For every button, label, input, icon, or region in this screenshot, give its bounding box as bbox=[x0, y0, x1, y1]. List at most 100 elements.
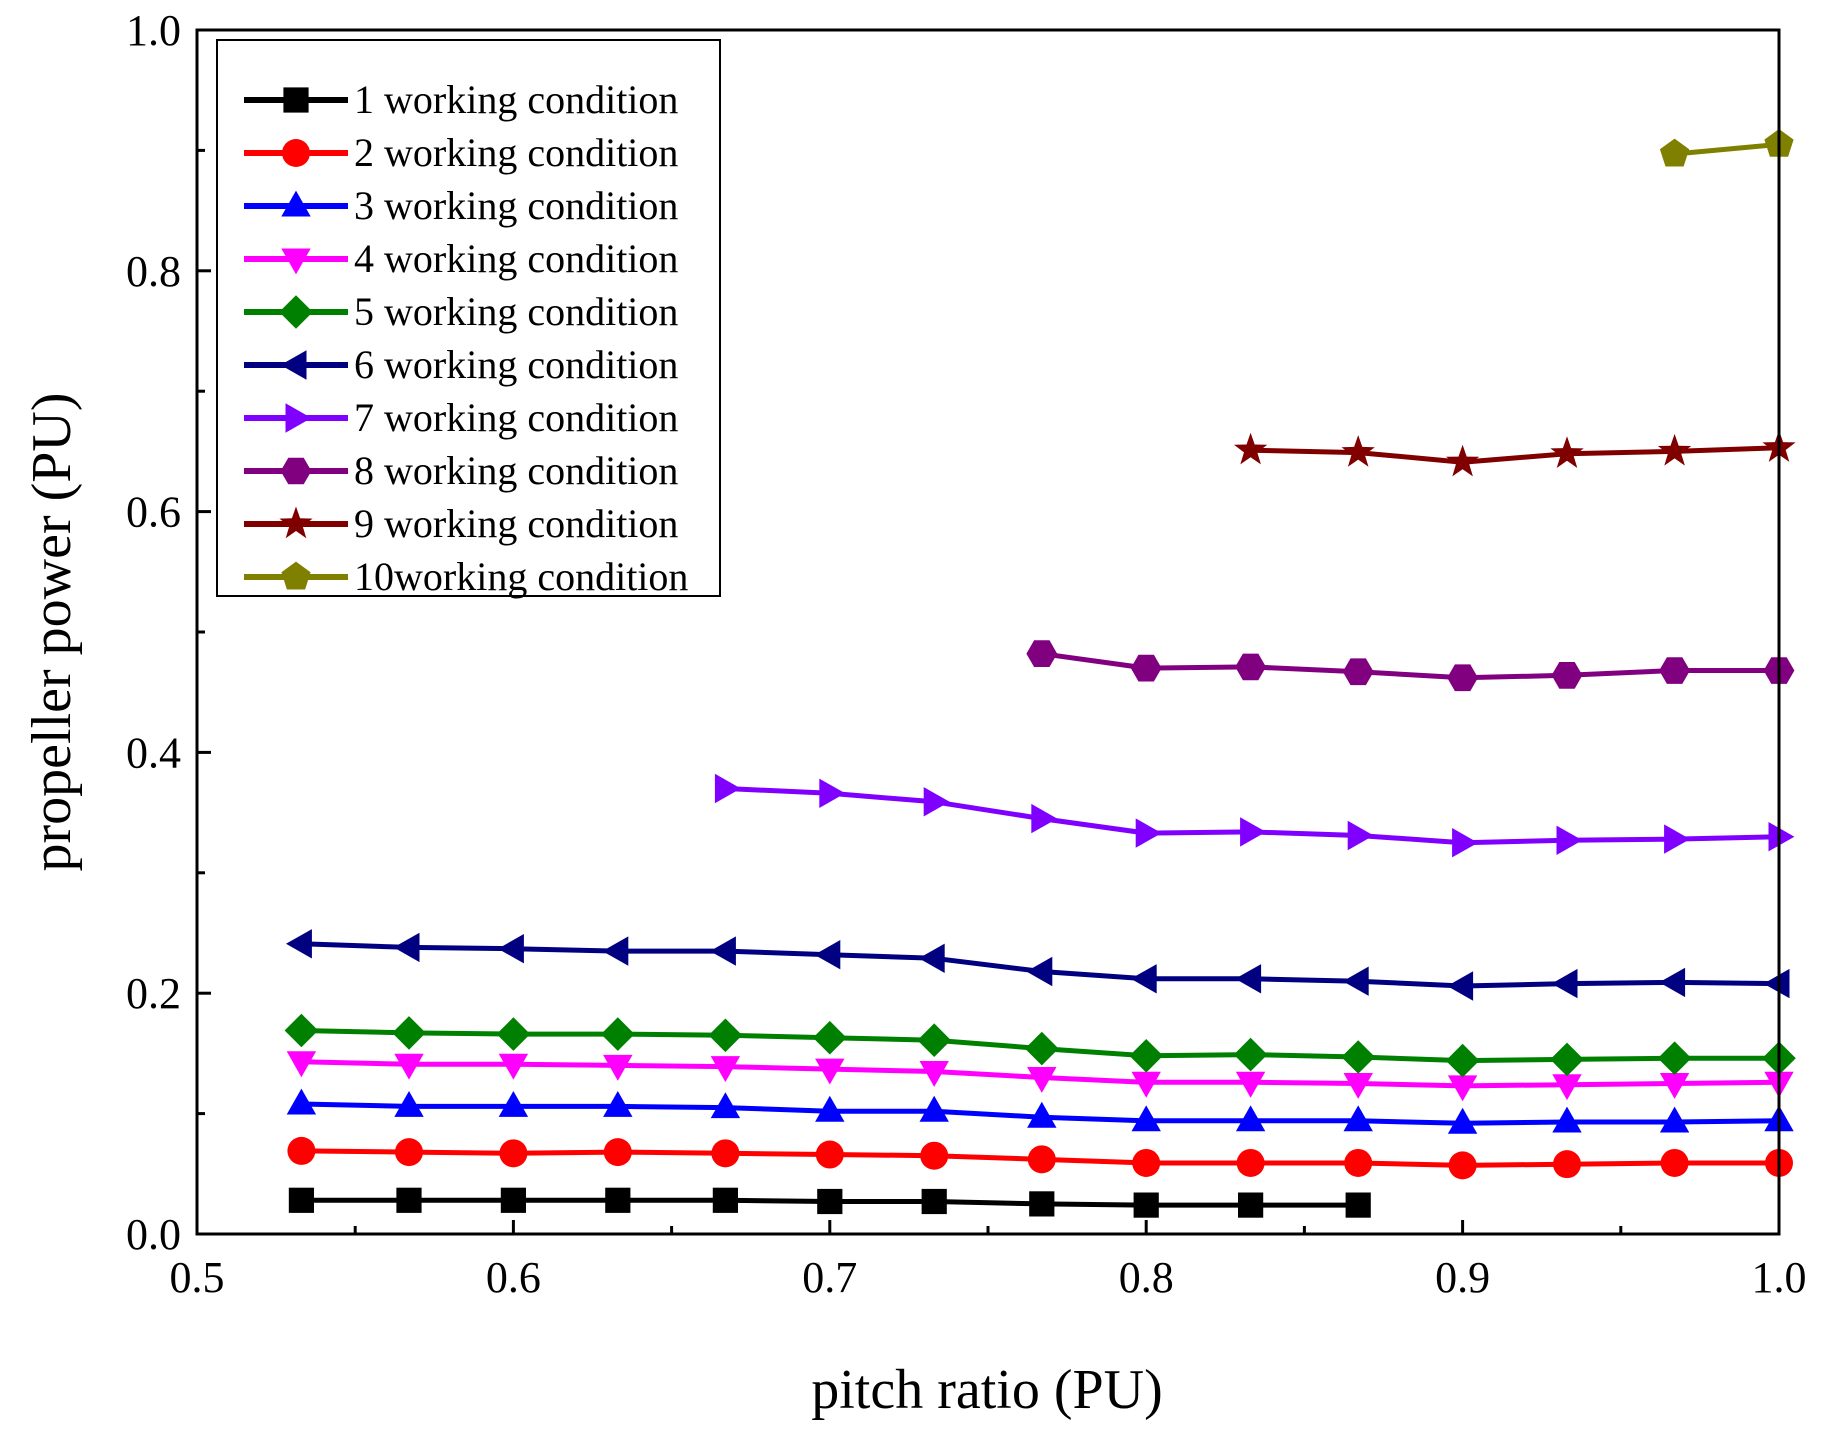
series-7-point bbox=[1664, 824, 1690, 854]
series-1-point bbox=[1029, 1191, 1055, 1217]
series-3-point bbox=[603, 1091, 633, 1117]
series-2-point bbox=[1132, 1148, 1161, 1177]
series-7-point bbox=[1135, 818, 1162, 848]
series-6-point bbox=[602, 936, 629, 966]
series-9-point bbox=[1550, 436, 1584, 468]
x-tick-label: 0.5 bbox=[170, 1253, 225, 1302]
series-7-point bbox=[1347, 820, 1374, 851]
series-1-point bbox=[605, 1187, 631, 1213]
legend-label: 7 working condition bbox=[354, 395, 678, 440]
series-6-point bbox=[1342, 966, 1369, 996]
series-1-point bbox=[288, 1187, 315, 1213]
series-4-point bbox=[286, 1051, 317, 1078]
legend-item: 9 working condition bbox=[244, 501, 678, 546]
legend-item: 2 working condition bbox=[244, 130, 678, 175]
series-2-point bbox=[1660, 1148, 1689, 1177]
series-6-point bbox=[814, 940, 841, 970]
series-4-point bbox=[603, 1054, 633, 1081]
legend-label: 10working condition bbox=[354, 554, 688, 599]
series-3-point bbox=[394, 1091, 424, 1117]
series-9-point bbox=[1341, 435, 1375, 467]
series-3-point bbox=[710, 1092, 741, 1119]
series-4-point bbox=[498, 1053, 529, 1080]
series-2-point bbox=[1344, 1148, 1373, 1177]
series-2 bbox=[287, 1136, 1793, 1180]
series-7-point bbox=[923, 787, 950, 817]
legend-item: 4 working condition bbox=[244, 236, 678, 281]
series-3-point bbox=[815, 1095, 845, 1122]
series-3-point bbox=[498, 1091, 529, 1117]
series-7-point bbox=[1452, 828, 1478, 858]
series-4-point bbox=[1235, 1071, 1266, 1098]
series-5-point bbox=[601, 1017, 635, 1051]
series-3-point bbox=[1343, 1105, 1373, 1132]
x-tick-label: 0.8 bbox=[1119, 1253, 1174, 1302]
series-2-point bbox=[394, 1138, 423, 1167]
series-4-point bbox=[1447, 1075, 1478, 1102]
series-6-point bbox=[498, 934, 524, 964]
legend-marker bbox=[280, 457, 312, 485]
series-5-point bbox=[1445, 1043, 1480, 1078]
axis-ticks bbox=[195, 28, 1781, 1236]
series-3-point bbox=[1027, 1101, 1057, 1128]
series-3-point bbox=[1552, 1106, 1582, 1133]
series-5-point bbox=[1657, 1041, 1692, 1075]
y-tick-label: 0.2 bbox=[126, 969, 181, 1018]
series-1-point bbox=[712, 1187, 738, 1213]
series-6-point bbox=[1026, 956, 1053, 987]
series-1-point bbox=[396, 1187, 422, 1213]
series-5-point bbox=[496, 1017, 531, 1051]
axis-tick-labels: 0.5 0.6 0.7 0.8 0.9 1.0 0.0 0.2 0.4 0.6 0.8 1.0 bbox=[126, 6, 1807, 1302]
legend: 1 working condition 2 working condition 3 … bbox=[216, 39, 721, 599]
legend-marker bbox=[285, 403, 312, 433]
legend-item: 8 working condition bbox=[244, 448, 678, 493]
legend-label: 2 working condition bbox=[354, 130, 678, 175]
x-tick-label: 0.6 bbox=[486, 1253, 541, 1302]
series-2-point bbox=[499, 1139, 528, 1168]
legend-label: 5 working condition bbox=[354, 289, 678, 334]
legend-marker bbox=[282, 139, 310, 167]
series-5-point bbox=[813, 1020, 847, 1055]
legend-items: 1 working condition 2 working condition 3 … bbox=[244, 77, 688, 599]
series-3-point bbox=[286, 1088, 317, 1115]
series-6-point bbox=[1130, 964, 1157, 994]
series-6-point bbox=[1235, 964, 1262, 994]
series-7-point bbox=[1031, 803, 1058, 834]
series-3-point bbox=[1131, 1105, 1161, 1132]
y-tick-label: 1.0 bbox=[126, 6, 181, 55]
series-7-point bbox=[1768, 822, 1795, 852]
series-6-point bbox=[1659, 967, 1686, 998]
legend-label: 3 working condition bbox=[354, 183, 678, 228]
series-1 bbox=[288, 1187, 1371, 1218]
series-3-point bbox=[919, 1095, 949, 1122]
legend-label: 9 working condition bbox=[354, 501, 678, 546]
series-6-point bbox=[286, 929, 312, 959]
series-9-point bbox=[1234, 432, 1268, 465]
x-tick-label: 0.9 bbox=[1435, 1253, 1490, 1302]
series-layer bbox=[284, 129, 1796, 1218]
series-4-point bbox=[710, 1056, 741, 1082]
series-7-point bbox=[1240, 817, 1266, 847]
series-10-point bbox=[1659, 138, 1690, 167]
series-8-point bbox=[1342, 658, 1374, 686]
series-3-point bbox=[1659, 1106, 1690, 1133]
series-5-point bbox=[1550, 1042, 1584, 1077]
series-8-point bbox=[1447, 664, 1478, 692]
series-4-point bbox=[1027, 1067, 1057, 1093]
series-7-point bbox=[819, 778, 846, 808]
series-8-point bbox=[1235, 653, 1266, 681]
series-1-point bbox=[1133, 1192, 1159, 1218]
series-2-point bbox=[1553, 1150, 1582, 1179]
series-5-point bbox=[392, 1016, 426, 1050]
series-7 bbox=[714, 773, 1795, 858]
series-2-point bbox=[1236, 1148, 1265, 1177]
series-2-point bbox=[1448, 1151, 1477, 1180]
y-tick-label: 0.0 bbox=[126, 1210, 181, 1259]
legend-item: 10working condition bbox=[244, 554, 688, 599]
series-6-point bbox=[393, 932, 420, 963]
series-8-point bbox=[1659, 657, 1690, 684]
series-1-point bbox=[921, 1188, 947, 1215]
y-axis-title: propeller power (PU) bbox=[21, 393, 83, 872]
series-10-line bbox=[1674, 141, 1780, 157]
series-1-point bbox=[817, 1188, 843, 1215]
